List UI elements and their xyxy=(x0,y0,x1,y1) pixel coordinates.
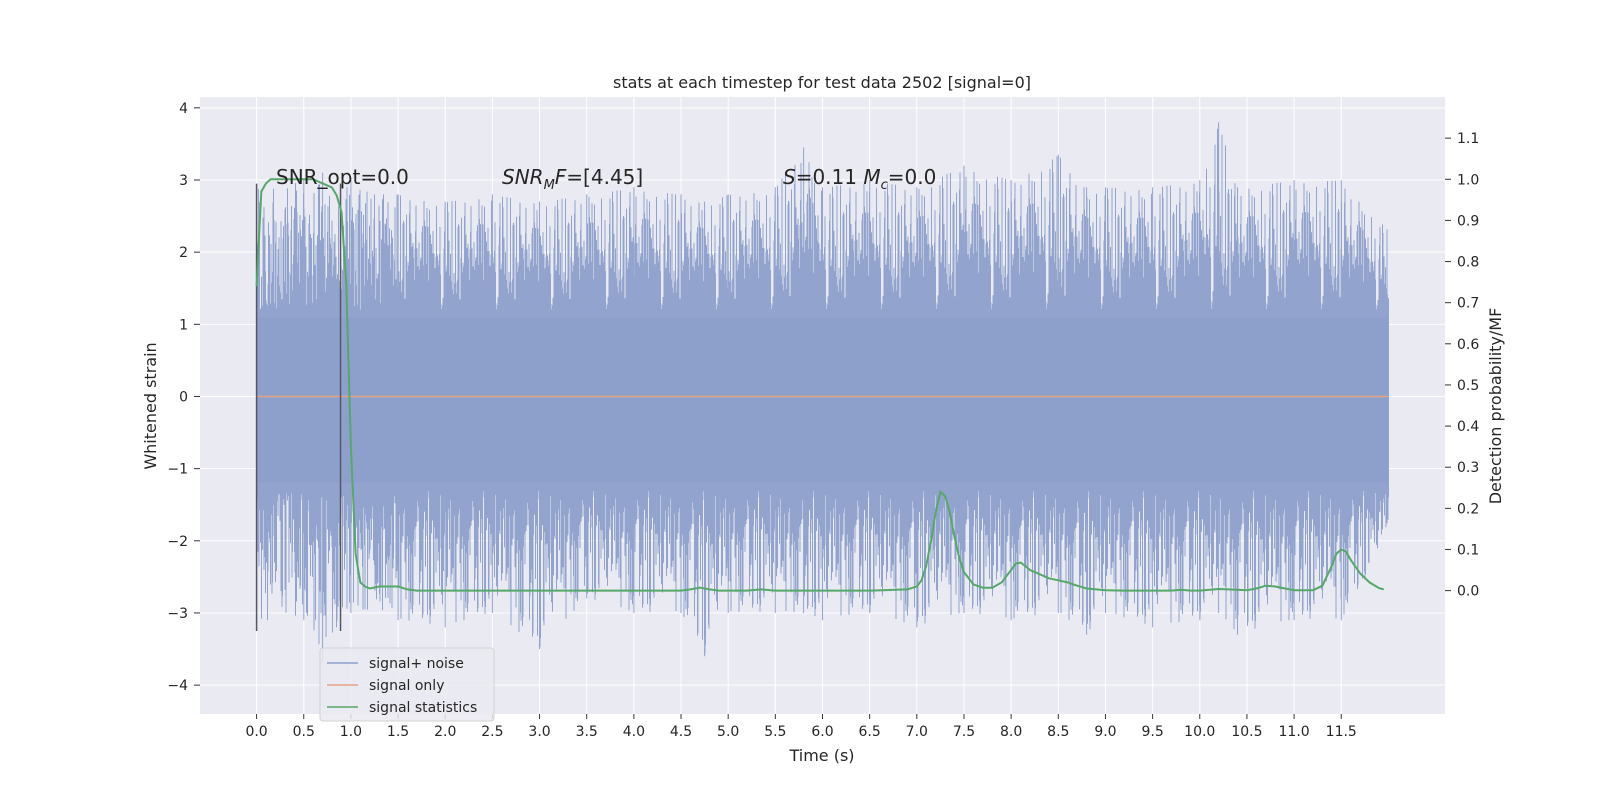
y-tick-label: −1 xyxy=(167,462,188,478)
signal-statistics-line xyxy=(255,178,1384,592)
y2-tick-label: 0.1 xyxy=(1457,542,1479,558)
x-tick-label: 2.0 xyxy=(434,724,456,740)
x-tick-label: 8.0 xyxy=(1000,724,1022,740)
x-tick-label: 6.0 xyxy=(811,724,833,740)
y-axis-label: Whitened strain xyxy=(141,342,160,469)
x-tick-label: 3.5 xyxy=(576,724,598,740)
x-tick-label: 7.0 xyxy=(906,724,928,740)
x-tick-label: 2.5 xyxy=(481,724,503,740)
signal-statistics-series xyxy=(255,178,1384,592)
chart-title: stats at each timestep for test data 250… xyxy=(613,73,1031,92)
x-tick-label: 4.5 xyxy=(670,724,692,740)
y-tick-label: 3 xyxy=(179,173,188,189)
annotation-snr-opt: SNR_opt=0.0 xyxy=(276,165,409,189)
x-tick-label: 3.0 xyxy=(528,724,550,740)
x-axis-label: Time (s) xyxy=(788,746,854,765)
y2-tick-label: 0.6 xyxy=(1457,337,1479,353)
y2-axis-ticks: 0.0 0.1 0.2 0.3 0.4 0.5 0.6 0.7 0.8 0.9 1.0 1.1 xyxy=(1445,131,1479,600)
y2-tick-label: 0.3 xyxy=(1457,460,1479,476)
x-tick-label: 1.0 xyxy=(340,724,362,740)
legend-label-signal-statistics: signal statistics xyxy=(369,700,477,716)
y-tick-label: −3 xyxy=(167,606,188,622)
x-tick-label: 10.0 xyxy=(1184,724,1215,740)
x-tick-label: 5.5 xyxy=(764,724,786,740)
x-tick-label: 10.5 xyxy=(1231,724,1262,740)
y-tick-label: 0 xyxy=(179,389,188,405)
x-tick-label: 8.5 xyxy=(1047,724,1069,740)
x-tick-label: 0.0 xyxy=(245,724,267,740)
y2-tick-label: 1.1 xyxy=(1457,131,1479,147)
annotation-snr-mf: SNRMF=[4.45] xyxy=(502,165,643,193)
annotations: SNR_opt=0.0 SNRMF=[4.45] S=0.11 Mc=0.0 xyxy=(276,165,936,193)
x-tick-label: 5.0 xyxy=(717,724,739,740)
legend-label-signal-noise: signal+ noise xyxy=(369,656,464,672)
annotation-s-mc: S=0.11 Mc=0.0 xyxy=(783,165,936,193)
x-axis-ticks: 0.0 0.5 1.0 1.5 2.0 2.5 3.0 3.5 4.0 4.5 5.0 5.5 6.0 6… xyxy=(245,714,1357,740)
x-tick-label: 9.5 xyxy=(1141,724,1163,740)
annotation-snr-opt-text: SNR_opt=0.0 xyxy=(276,165,409,189)
y-tick-label: 4 xyxy=(179,101,188,117)
y2-tick-label: 0.8 xyxy=(1457,255,1479,271)
x-tick-label: 6.5 xyxy=(859,724,881,740)
legend: signal+ noise signal only signal statist… xyxy=(319,647,495,722)
y-tick-label: −4 xyxy=(167,678,188,694)
y2-tick-label: 0.4 xyxy=(1457,419,1479,435)
y-axis-ticks: −4 −3 −2 −1 0 1 2 3 4 xyxy=(167,101,200,694)
x-tick-label: 9.0 xyxy=(1094,724,1116,740)
signal-noise-series xyxy=(256,122,1389,664)
x-tick-label: 11.0 xyxy=(1279,724,1310,740)
y-tick-label: 1 xyxy=(179,317,188,333)
vertical-markers xyxy=(255,183,342,632)
y2-tick-label: 1.0 xyxy=(1457,172,1479,188)
x-tick-label: 0.5 xyxy=(293,724,315,740)
x-tick-label: 7.5 xyxy=(953,724,975,740)
y2-axis-label: Detection probability/MF xyxy=(1486,308,1505,505)
legend-box xyxy=(319,647,495,722)
x-tick-label: 11.5 xyxy=(1326,724,1357,740)
y2-tick-label: 0.5 xyxy=(1457,378,1479,394)
y2-tick-label: 0.2 xyxy=(1457,501,1479,517)
y2-tick-label: 0.0 xyxy=(1457,584,1479,600)
legend-label-signal-only: signal only xyxy=(369,678,444,694)
y-tick-label: 2 xyxy=(179,245,188,261)
x-tick-label: 4.0 xyxy=(623,724,645,740)
y-tick-label: −2 xyxy=(167,534,188,550)
y2-tick-label: 0.9 xyxy=(1457,213,1479,229)
y2-tick-label: 0.7 xyxy=(1457,296,1479,312)
x-tick-label: 1.5 xyxy=(387,724,409,740)
